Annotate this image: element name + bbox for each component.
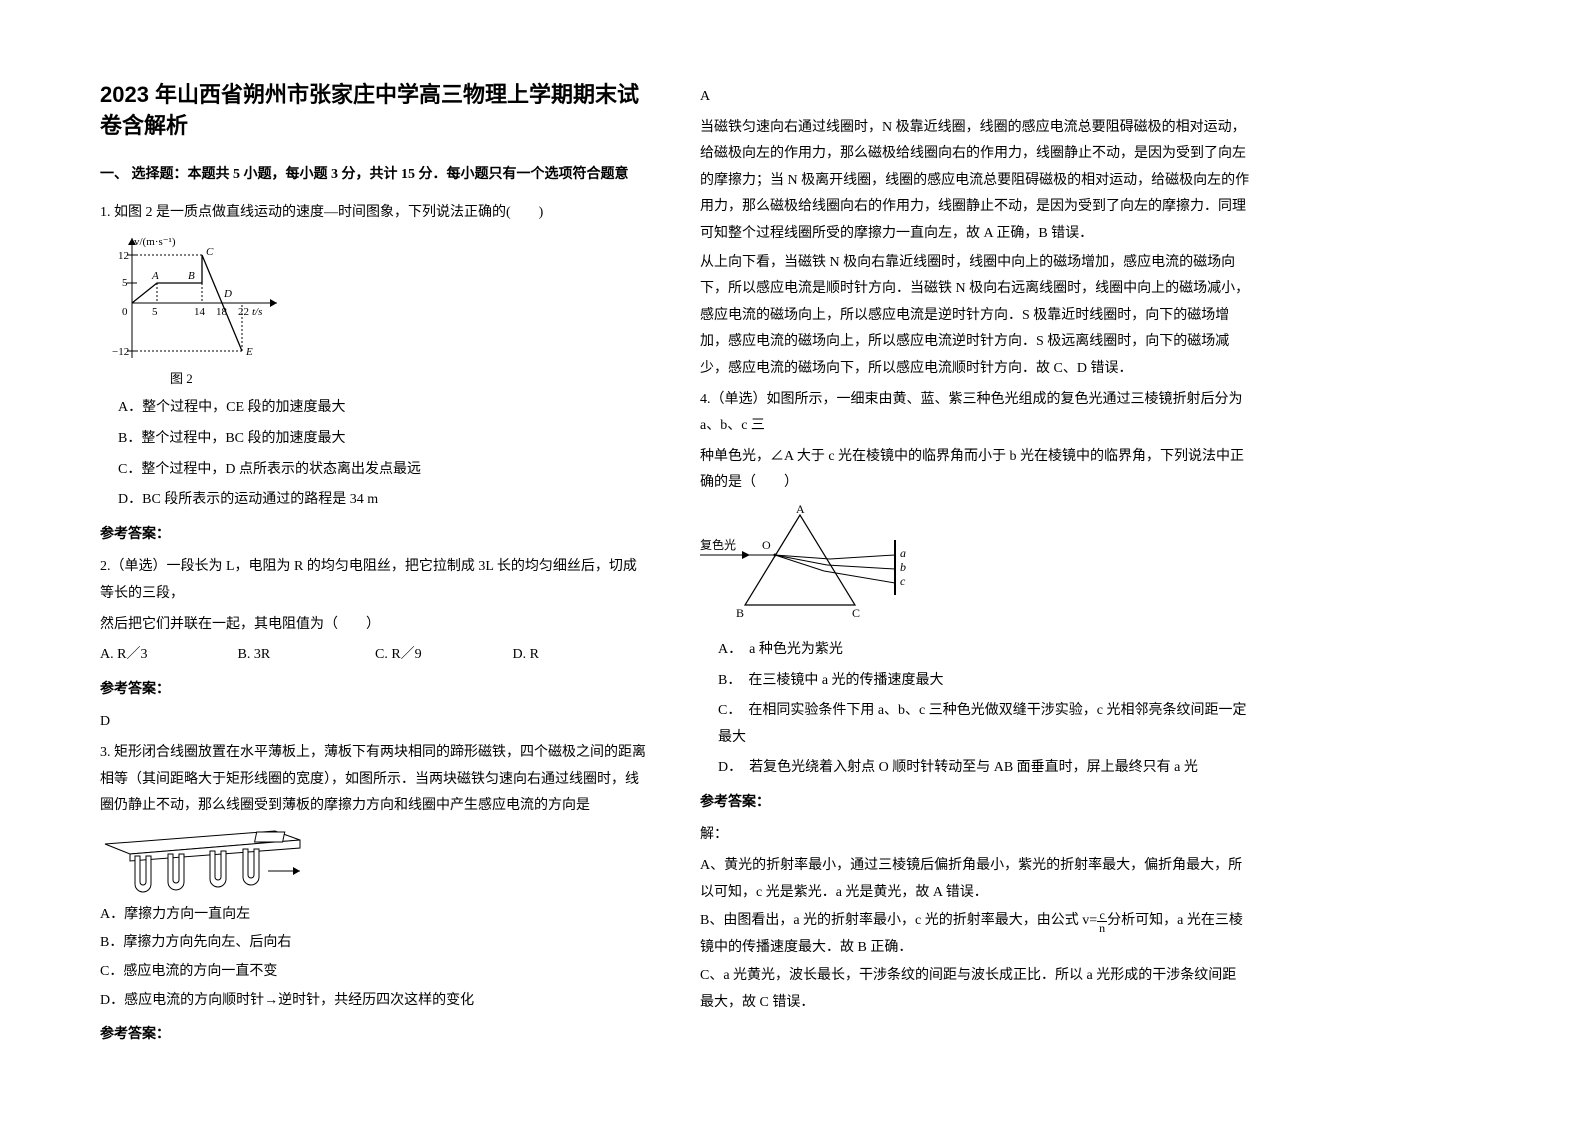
q4-b-pre: B、由图看出，a 光的折射率最小，c 光的折射率最大，由公式 v= [700, 913, 1097, 928]
q3-explain-2: 从上向下看，当磁铁 N 极向右靠近线圈时，线圈中向上的磁场增加，感应电流的磁场向… [700, 250, 1250, 383]
q4-explain-b: B、由图看出，a 光的折射率最小，c 光的折射率最大，由公式 v=cn分析可知，… [700, 908, 1250, 961]
svg-text:c: c [900, 574, 906, 588]
svg-text:5: 5 [152, 306, 158, 318]
q4-stem2: 种单色光，∠A 大于 c 光在棱镜中的临界角而小于 b 光在棱镜中的临界角，下列… [700, 444, 1250, 497]
svg-text:复色光: 复色光 [700, 538, 736, 552]
svg-text:14: 14 [194, 306, 206, 318]
q2-opt-c: C. R／9 [375, 642, 513, 669]
q1-caption: 图 2 [170, 367, 650, 392]
section-1-heading: 一、 选择题：本题共 5 小题，每小题 3 分，共计 15 分．每小题只有一个选… [100, 162, 650, 189]
ylabel: v/(m·s⁻¹) [134, 236, 176, 248]
svg-text:B: B [188, 270, 195, 282]
q1-opt-b: B．整个过程中，BC 段的加速度最大 [118, 426, 650, 453]
q4-explain-c: C、a 光黄光，波长最长，干涉条纹的间距与波长成正比．所以 a 光形成的干涉条纹… [700, 963, 1250, 1016]
q4-opt-a: A． a 种色光为紫光 [718, 637, 1250, 664]
q2-answer: D [100, 709, 650, 736]
svg-text:B: B [736, 606, 744, 620]
q4-opt-b: B． 在三棱镜中 a 光的传播速度最大 [718, 668, 1250, 695]
q2-opt-a: A. R／3 [100, 642, 238, 669]
page-title: 2023 年山西省朔州市张家庄中学高三物理上学期期末试卷含解析 [100, 80, 650, 142]
q3-opt-a: A．摩擦力方向一直向左 [100, 902, 650, 929]
q3-stem: 3. 矩形闭合线圈放置在水平薄板上，薄板下有两块相同的蹄形磁铁，四个磁极之间的距… [100, 740, 650, 820]
q2-opt-b: B. 3R [238, 642, 376, 669]
q4-figure: A B C 复色光 O [700, 505, 1250, 625]
q1-answer-label: 参考答案： [100, 522, 650, 549]
svg-text:D: D [223, 288, 232, 300]
q4-stem1: 4.（单选）如图所示，一细束由黄、蓝、紫三种色光组成的复色光通过三棱镜折射后分为… [700, 387, 1250, 440]
q4-opt-d: D． 若复色光绕着入射点 O 顺时针转动至与 AB 面垂直时，屏上最终只有 a … [718, 755, 1250, 782]
q1-opt-d: D．BC 段所表示的运动通过的路程是 34 m [118, 487, 650, 514]
q2-answer-label: 参考答案： [100, 677, 650, 704]
svg-text:A: A [796, 505, 805, 516]
q1-opt-c: C．整个过程中，D 点所表示的状态离出发点最远 [118, 457, 650, 484]
svg-text:t/s: t/s [252, 306, 262, 318]
q3-opt-b: B．摩擦力方向先向左、后向右 [100, 930, 650, 957]
q4-explain-a: A、黄光的折射率最小，通过三棱镜后偏折角最小，紫光的折射率最大，偏折角最大，所以… [700, 853, 1250, 906]
q3-answer-label: 参考答案： [100, 1022, 650, 1049]
svg-text:22: 22 [238, 306, 249, 318]
q1-stem: 1. 如图 2 是一质点做直线运动的速度—时间图象，下列说法正确的( ) [100, 200, 650, 227]
svg-text:C: C [852, 606, 860, 620]
svg-text:0: 0 [122, 306, 128, 318]
q3-opt-c: C．感应电流的方向一直不变 [100, 959, 650, 986]
q1-figure: v/(m·s⁻¹) 12 5 0 −12 5 14 [112, 233, 650, 363]
q2-opt-d: D. R [513, 642, 651, 669]
svg-text:12: 12 [118, 250, 129, 262]
fraction-icon: cn [1097, 909, 1107, 934]
q2-stem2: 然后把它们并联在一起，其电阻值为（ ） [100, 612, 650, 639]
q3-figure [100, 826, 650, 896]
q3-answer-letter: A [700, 84, 1250, 111]
q3-opt-d: D．感应电流的方向顺时针→逆时针，共经历四次这样的变化 [100, 988, 650, 1015]
q4-answer-label: 参考答案： [700, 790, 1250, 817]
svg-text:−12: −12 [112, 346, 129, 358]
svg-text:18: 18 [216, 306, 228, 318]
svg-text:E: E [245, 346, 253, 358]
svg-text:O: O [762, 538, 771, 552]
q4-explain-head: 解： [700, 822, 1250, 849]
svg-text:a: a [900, 546, 906, 560]
svg-text:A: A [151, 270, 159, 282]
q4-opt-c: C． 在相同实验条件下用 a、b、c 三种色光做双缝干涉实验，c 光相邻亮条纹间… [718, 698, 1250, 751]
svg-text:b: b [900, 560, 906, 574]
svg-text:C: C [206, 246, 214, 258]
q1-opt-a: A．整个过程中，CE 段的加速度最大 [118, 395, 650, 422]
q2-stem1: 2.（单选）一段长为 L，电阻为 R 的均匀电阻丝，把它拉制成 3L 长的均匀细… [100, 554, 650, 607]
q3-explain-1: 当磁铁匀速向右通过线圈时，N 极靠近线圈，线圈的感应电流总要阻碍磁极的相对运动，… [700, 115, 1250, 248]
